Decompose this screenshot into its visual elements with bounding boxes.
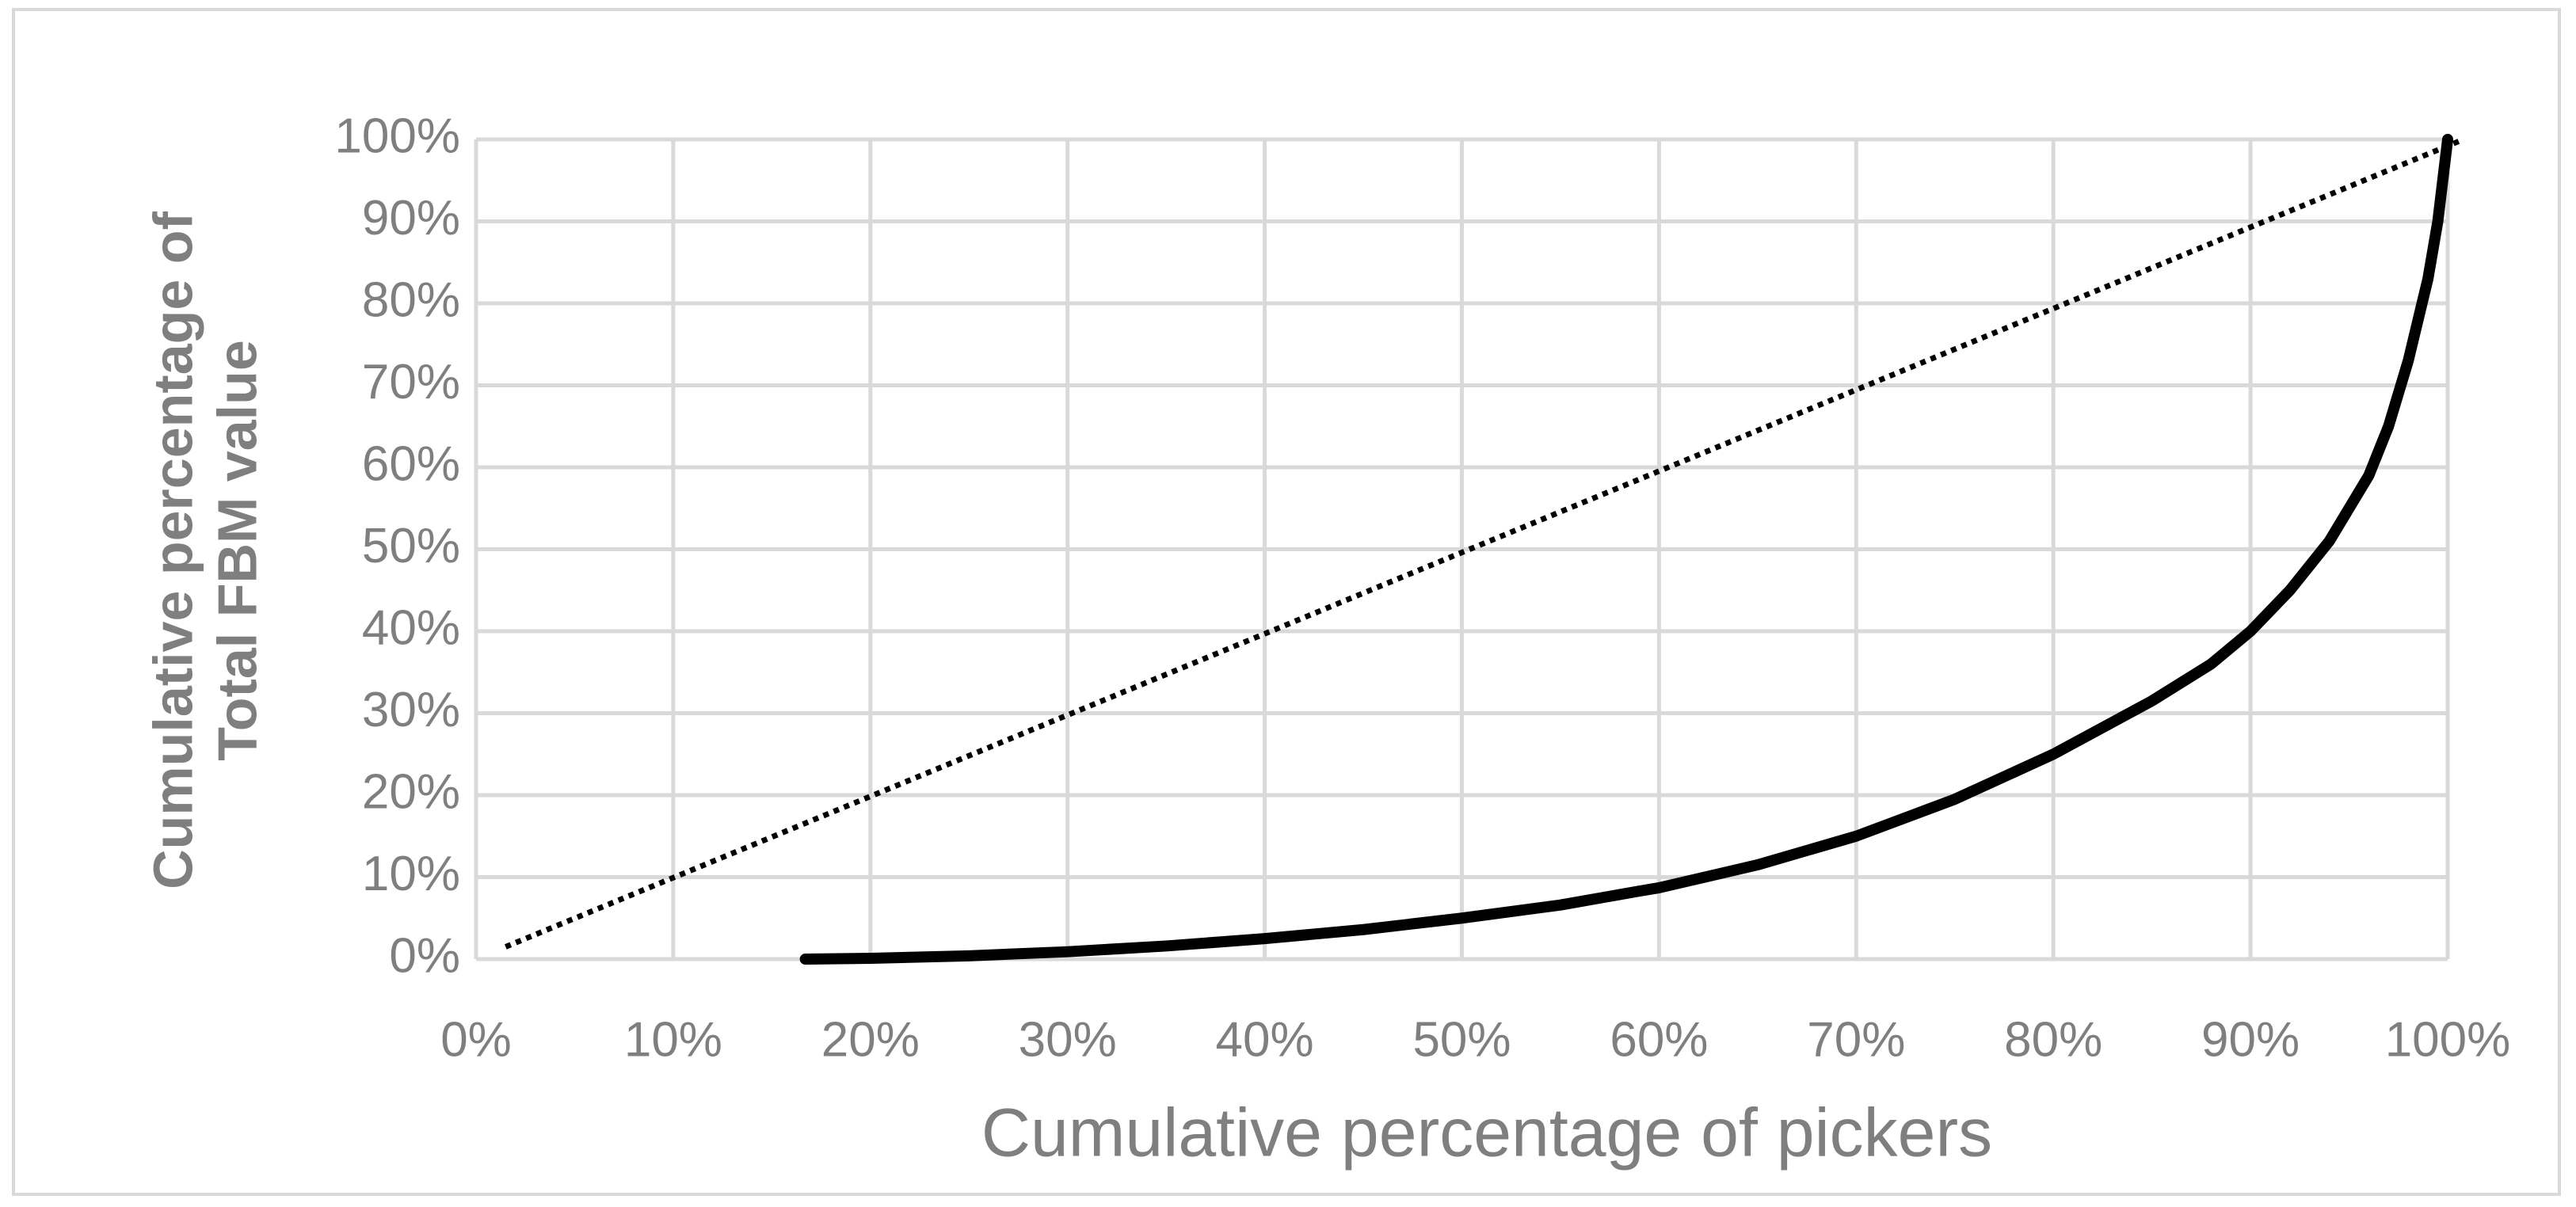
x-tick-label: 100% (2385, 1012, 2511, 1067)
x-axis-title: Cumulative percentage of pickers (981, 1095, 1992, 1171)
x-tick-label: 30% (1019, 1012, 1117, 1067)
y-tick-label: 20% (362, 764, 460, 819)
equality-line (505, 136, 2465, 950)
y-axis-title: Cumulative percentage of Total FBM value (142, 211, 269, 889)
y-tick-label: 100% (334, 109, 460, 163)
y-tick-label: 70% (362, 355, 460, 409)
y-tick-label: 90% (362, 191, 460, 246)
x-tick-label: 50% (1412, 1012, 1511, 1067)
x-tick-label: 80% (2004, 1012, 2102, 1067)
y-tick-label: 0% (389, 928, 460, 983)
y-tick-label: 30% (362, 683, 460, 737)
y-tick-label: 10% (362, 847, 460, 901)
y-tick-label: 40% (362, 600, 460, 655)
x-tick-label: 20% (821, 1012, 920, 1067)
x-tick-label: 10% (624, 1012, 722, 1067)
y-tick-label: 50% (362, 519, 460, 573)
x-tick-label: 0% (440, 1012, 512, 1067)
y-tick-label: 60% (362, 436, 460, 491)
x-tick-label: 60% (1610, 1012, 1708, 1067)
lorenz-curve (799, 134, 2453, 965)
x-tick-label: 40% (1216, 1012, 1314, 1067)
x-tick-label: 70% (1807, 1012, 1905, 1067)
x-tick-label: 90% (2201, 1012, 2300, 1067)
y-tick-label: 80% (362, 272, 460, 327)
chart-border (12, 8, 2561, 1196)
